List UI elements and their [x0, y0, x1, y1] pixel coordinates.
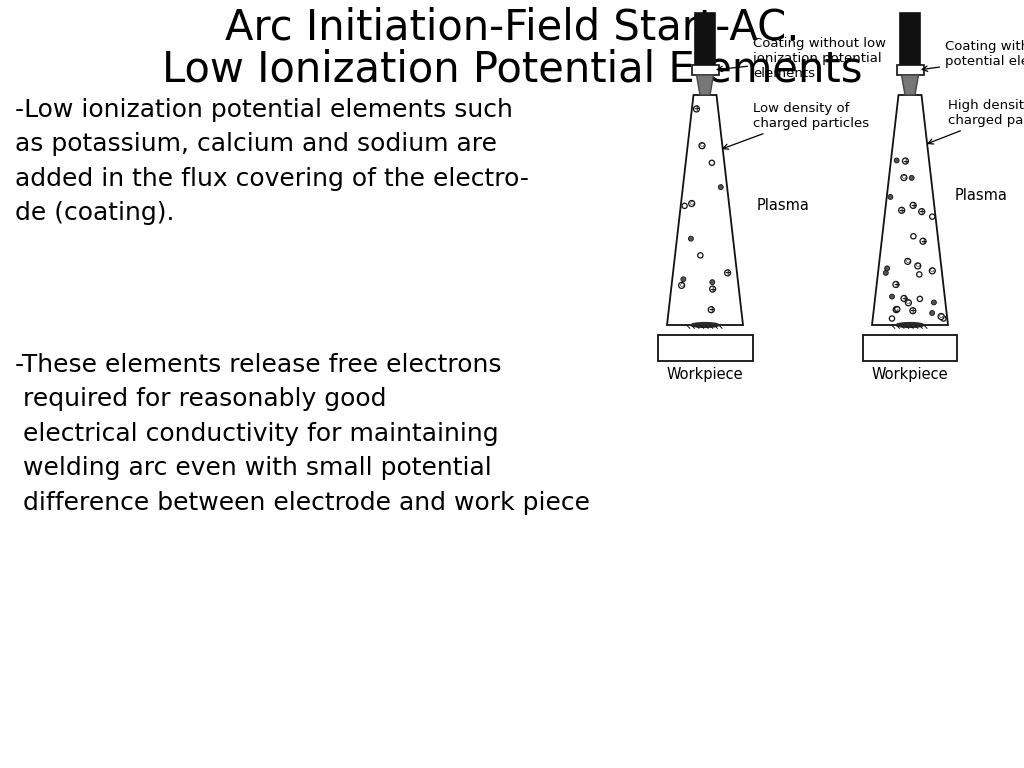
Polygon shape [667, 95, 743, 325]
Text: +: + [709, 305, 715, 314]
Text: +: + [920, 237, 926, 246]
Text: Arc Initiation-Field Start-AC.: Arc Initiation-Field Start-AC. [224, 6, 800, 48]
Text: G: G [930, 268, 935, 273]
Circle shape [689, 200, 694, 207]
Circle shape [885, 266, 890, 271]
Bar [896, 65, 924, 75]
Text: G: G [901, 175, 906, 180]
Circle shape [914, 263, 921, 269]
Text: G: G [894, 307, 899, 312]
Text: G: G [689, 201, 694, 206]
Circle shape [909, 175, 914, 180]
Circle shape [920, 238, 926, 244]
Text: Plasma: Plasma [757, 197, 810, 213]
Circle shape [893, 282, 899, 287]
Circle shape [930, 310, 935, 316]
Text: +: + [902, 157, 908, 166]
Circle shape [918, 296, 923, 302]
Circle shape [919, 209, 925, 214]
Circle shape [693, 106, 699, 112]
Circle shape [910, 203, 916, 208]
Circle shape [681, 276, 686, 282]
Text: G: G [915, 263, 921, 268]
Circle shape [718, 184, 723, 190]
Text: G: G [679, 283, 684, 288]
Text: +: + [909, 306, 916, 315]
Bar [900, 13, 920, 65]
Circle shape [679, 283, 685, 288]
Bar [862, 335, 957, 361]
Circle shape [930, 268, 935, 274]
Circle shape [884, 270, 888, 276]
Circle shape [889, 316, 895, 321]
Text: Coating without low
ionization potential
elements: Coating without low ionization potential… [717, 37, 886, 80]
Text: Low Ionization Potential Elements: Low Ionization Potential Elements [162, 48, 862, 90]
Text: +: + [898, 206, 905, 215]
Polygon shape [696, 75, 714, 95]
Text: +: + [919, 207, 925, 216]
Text: Coating with low ionization
potential elements: Coating with low ionization potential el… [923, 40, 1024, 71]
Circle shape [699, 143, 705, 149]
Ellipse shape [691, 323, 719, 327]
Text: -Low ionization potential elements such
as potassium, calcium and sodium are
add: -Low ionization potential elements such … [15, 98, 529, 225]
Circle shape [710, 280, 715, 285]
Circle shape [697, 253, 703, 258]
Circle shape [916, 272, 922, 277]
Circle shape [932, 300, 936, 305]
Bar [695, 13, 715, 65]
Text: -These elements release free electrons
 required for reasonably good
 electrical: -These elements release free electrons r… [15, 353, 590, 515]
Circle shape [901, 296, 907, 302]
Circle shape [930, 214, 935, 220]
Circle shape [710, 286, 716, 292]
Circle shape [910, 308, 915, 314]
Text: G: G [905, 259, 910, 264]
Circle shape [899, 207, 904, 214]
Text: +: + [725, 268, 731, 277]
Text: G: G [699, 143, 705, 148]
Text: Workpiece: Workpiece [667, 367, 743, 382]
Circle shape [709, 306, 715, 313]
Circle shape [938, 313, 944, 319]
Polygon shape [872, 95, 948, 325]
Polygon shape [901, 75, 919, 95]
Circle shape [901, 174, 907, 180]
Circle shape [710, 161, 715, 165]
Text: High density of
charged particles: High density of charged particles [928, 99, 1024, 144]
Text: +: + [893, 280, 899, 289]
Text: +: + [710, 284, 716, 293]
Circle shape [902, 158, 908, 164]
Circle shape [890, 294, 894, 299]
Text: G: G [939, 314, 943, 319]
Text: +: + [910, 201, 916, 210]
Circle shape [910, 233, 916, 239]
Text: G: G [906, 300, 911, 305]
Circle shape [905, 258, 910, 264]
Bar [691, 65, 719, 75]
Text: +: + [901, 294, 907, 303]
Text: +: + [693, 104, 699, 114]
Text: Plasma: Plasma [955, 187, 1008, 203]
Ellipse shape [896, 323, 924, 327]
Circle shape [894, 158, 899, 163]
Circle shape [941, 316, 946, 321]
Bar [657, 335, 753, 361]
Circle shape [725, 270, 730, 276]
Circle shape [888, 194, 893, 200]
Circle shape [688, 237, 693, 241]
Text: Low density of
charged particles: Low density of charged particles [723, 102, 869, 149]
Circle shape [682, 204, 687, 208]
Text: Workpiece: Workpiece [871, 367, 948, 382]
Circle shape [893, 306, 899, 313]
Circle shape [895, 306, 900, 312]
Circle shape [905, 300, 911, 306]
